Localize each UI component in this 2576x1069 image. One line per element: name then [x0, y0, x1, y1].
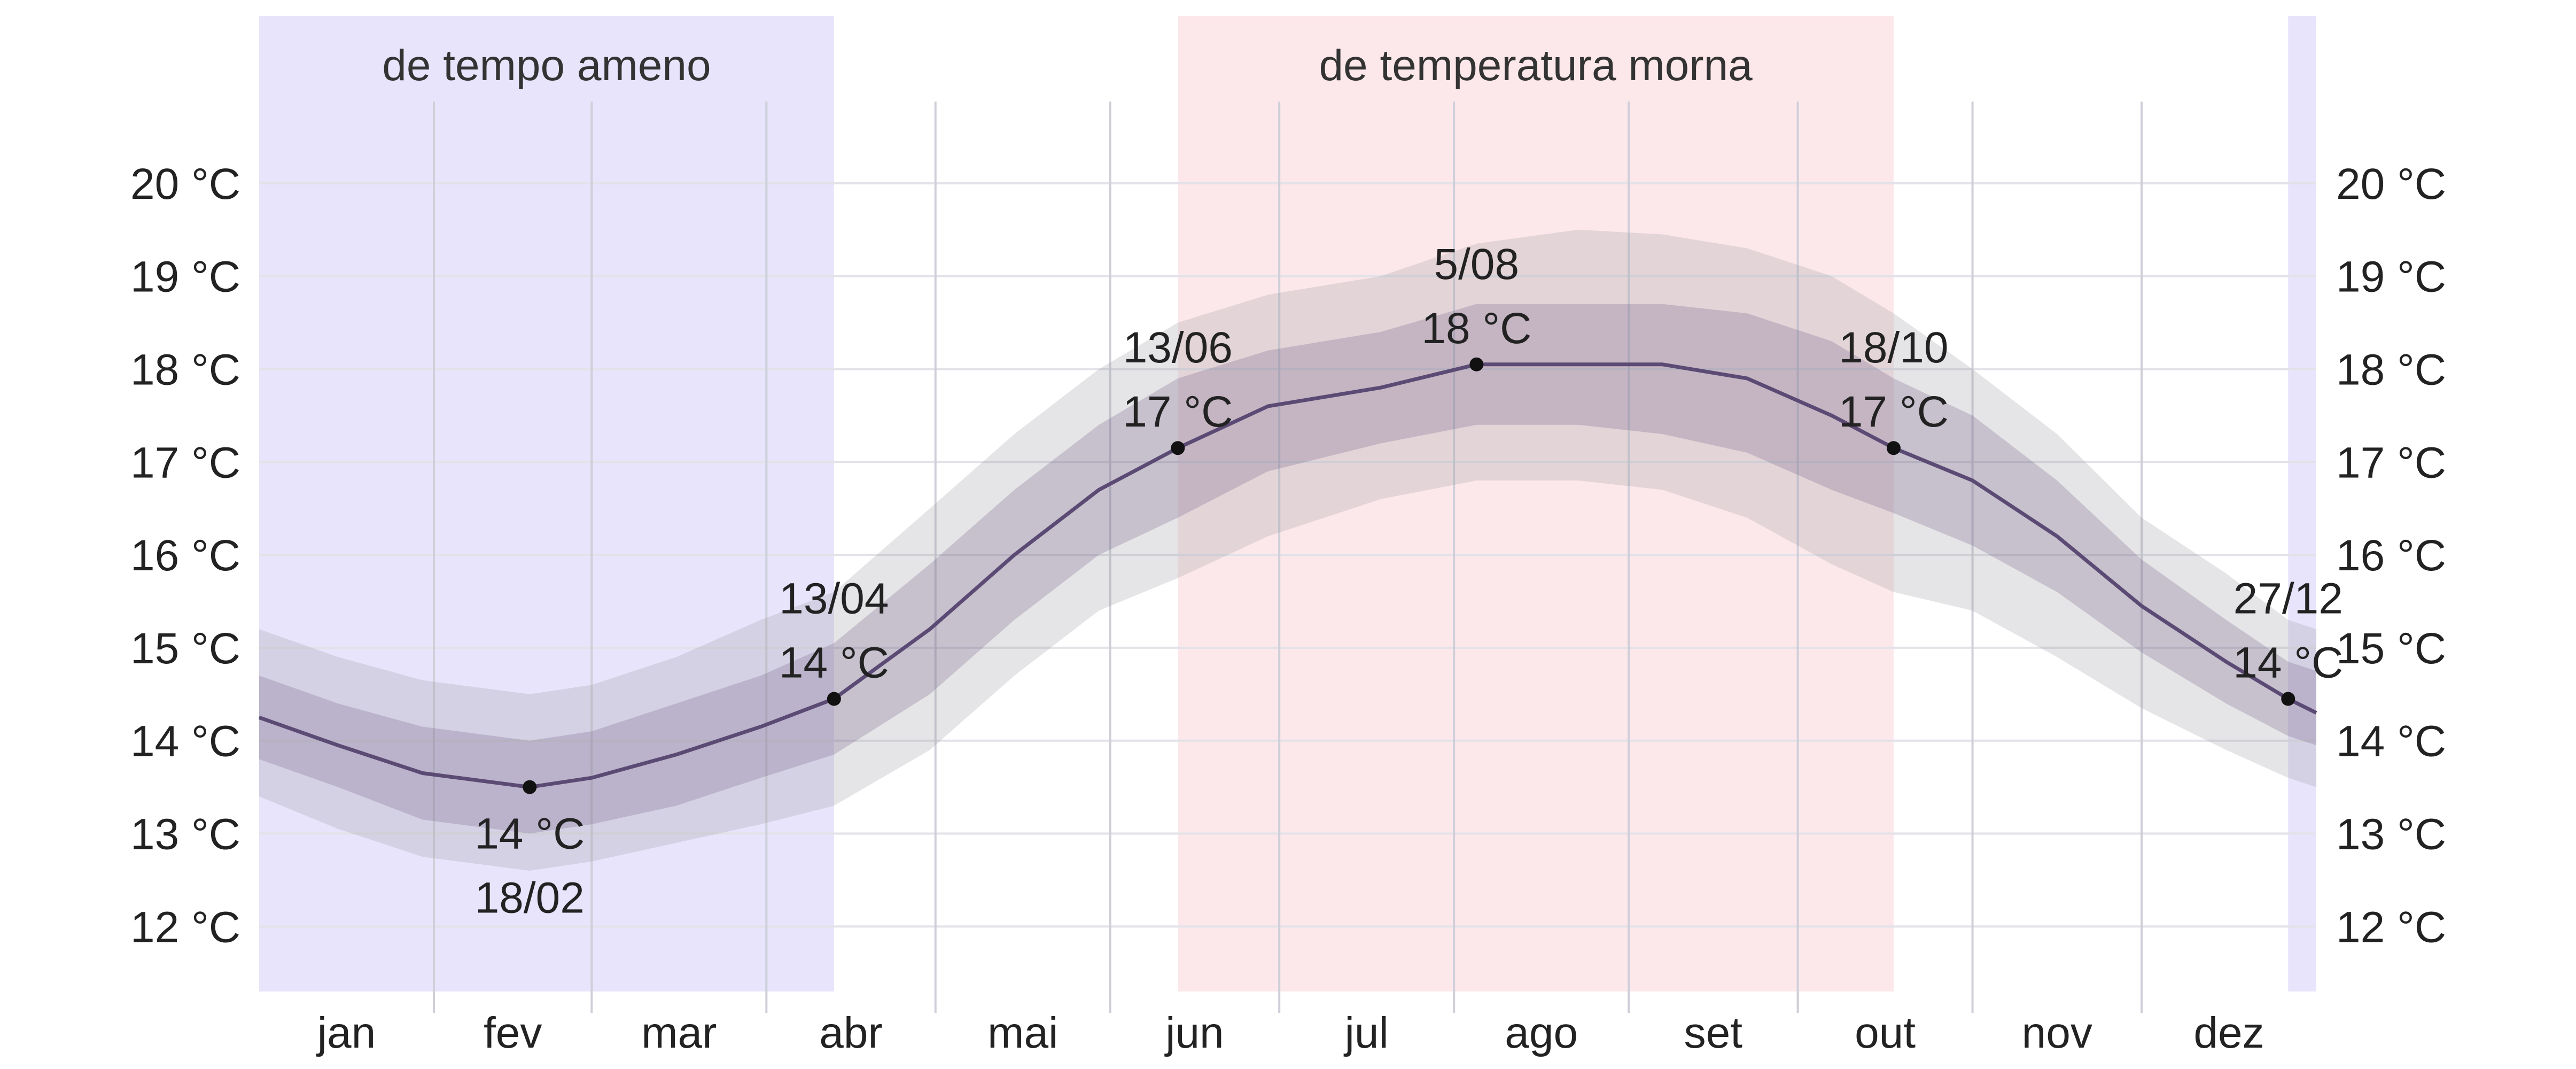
month-label-ago: ago: [1505, 1009, 1578, 1057]
outer-percentile-band: [259, 229, 2316, 871]
point-date-label-2: 13/06: [1123, 323, 1233, 372]
point-date-label-5: 27/12: [2233, 575, 2343, 623]
y-tick-left-14: 14 °C: [130, 717, 240, 766]
point-date-label-4: 18/10: [1839, 323, 1948, 372]
season-band-label-1: de temperatura morna: [1319, 41, 1753, 90]
season-band-labels: de tempo ameno de temperatura morna: [382, 41, 1753, 90]
month-label-jul: jul: [1344, 1009, 1389, 1057]
point-marker-0: [523, 780, 537, 794]
point-temp-label-1: 14 °C: [779, 639, 889, 687]
point-temp-label-5: 14 °C: [2233, 639, 2343, 687]
y-axis-left: 12 °C 13 °C 14 °C 15 °C 16 °C 17 °C 18 °C 19 °C…: [130, 160, 240, 951]
month-label-fev: fev: [484, 1009, 542, 1057]
point-marker-4: [1886, 441, 1901, 455]
y-tick-right-12: 12 °C: [2336, 903, 2446, 951]
y-tick-right-16: 16 °C: [2336, 531, 2446, 580]
season-band-2: [2288, 16, 2316, 991]
y-tick-right-15: 15 °C: [2336, 624, 2446, 673]
y-tick-right-19: 19 °C: [2336, 253, 2446, 301]
y-tick-right-14: 14 °C: [2336, 717, 2446, 766]
month-label-mai: mai: [987, 1009, 1058, 1057]
point-temp-label-3: 18 °C: [1421, 304, 1531, 353]
month-label-dez: dez: [2193, 1009, 2264, 1057]
point-marker-5: [2281, 692, 2295, 706]
month-label-out: out: [1855, 1009, 1916, 1057]
point-marker-3: [1469, 357, 1484, 371]
point-date-label-3: 5/08: [1434, 240, 1520, 289]
y-tick-left-19: 19 °C: [130, 253, 240, 301]
month-label-abr: abr: [819, 1009, 883, 1057]
point-marker-1: [827, 692, 841, 706]
point-temp-label-0: 14 °C: [474, 810, 585, 858]
month-dividers: [432, 102, 2143, 1013]
y-tick-right-17: 17 °C: [2336, 438, 2446, 487]
y-tick-left-20: 20 °C: [130, 160, 240, 208]
point-temp-label-4: 17 °C: [1839, 388, 1949, 436]
point-temp-label-2: 17 °C: [1123, 388, 1233, 436]
marked-points: 14 °C 18/02 13/04 14 °C 13/06 17 °C 5/08 18 °C 1…: [474, 240, 2343, 923]
month-label-set: set: [1684, 1009, 1743, 1057]
point-date-label-0: 18/02: [475, 874, 585, 923]
y-tick-right-18: 18 °C: [2336, 345, 2446, 394]
y-tick-right-13: 13 °C: [2336, 810, 2446, 859]
y-tick-left-18: 18 °C: [130, 345, 240, 394]
month-label-nov: nov: [2022, 1009, 2092, 1057]
mean-temperature-line-path: [258, 362, 2317, 789]
y-tick-left-12: 12 °C: [130, 903, 240, 951]
month-label-jun: jun: [1164, 1009, 1224, 1057]
point-marker-2: [1171, 441, 1185, 455]
season-band-label-0: de tempo ameno: [382, 41, 711, 90]
inner-percentile-band: [259, 304, 2316, 834]
mean-temperature-line: [258, 362, 2317, 789]
y-tick-left-17: 17 °C: [130, 438, 240, 487]
x-axis-months: jan fev mar abr mai jun jul ago set out nov dez: [316, 1009, 2264, 1057]
month-label-mar: mar: [641, 1009, 717, 1057]
season-band-1: [1178, 16, 1894, 991]
temperature-bands: [259, 229, 2316, 871]
y-tick-left-16: 16 °C: [130, 531, 240, 580]
y-tick-left-15: 15 °C: [130, 624, 240, 673]
point-date-label-1: 13/04: [779, 575, 889, 623]
y-axis-right: 12 °C 13 °C 14 °C 15 °C 16 °C 17 °C 18 °C 19 °C…: [2336, 160, 2446, 951]
season-bands: [259, 16, 2316, 991]
y-tick-right-20: 20 °C: [2336, 160, 2446, 208]
month-label-jan: jan: [316, 1009, 376, 1057]
y-tick-left-13: 13 °C: [130, 810, 240, 859]
season-band-0: [259, 16, 834, 991]
